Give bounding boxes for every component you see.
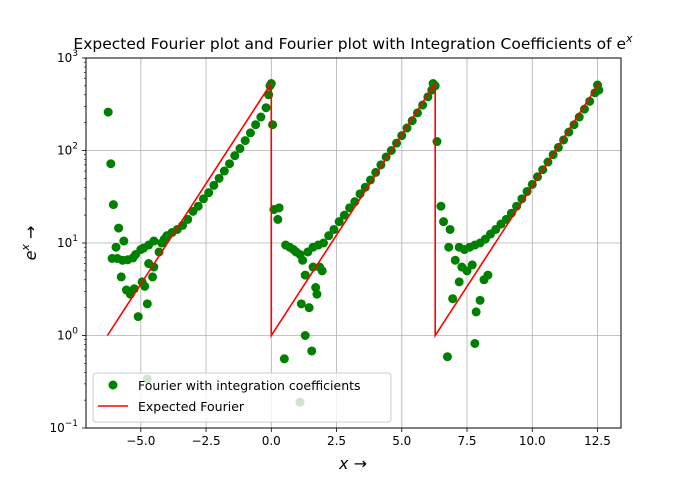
data-point xyxy=(470,338,480,348)
x-tick-label: −5.0 xyxy=(126,434,155,448)
data-point xyxy=(183,214,193,224)
data-point xyxy=(318,238,328,248)
data-point xyxy=(225,159,235,169)
x-tick-label: −2.5 xyxy=(191,434,220,448)
data-point xyxy=(444,242,454,252)
legend-label-scatter: Fourier with integration coefficients xyxy=(138,378,361,393)
data-point xyxy=(436,201,446,211)
y-tick-label: 102 xyxy=(57,142,78,158)
legend-marker-scatter xyxy=(108,380,118,390)
x-tick-label: 10.0 xyxy=(519,434,546,448)
data-point xyxy=(157,238,167,248)
data-point xyxy=(517,194,527,204)
data-point xyxy=(193,201,203,211)
data-point xyxy=(483,270,493,280)
chart-title: Expected Fourier plot and Fourier plot w… xyxy=(73,32,633,53)
data-point xyxy=(462,266,472,276)
expected-fourier-line xyxy=(106,80,600,339)
y-tick-label: 10−1 xyxy=(49,419,78,435)
legend-label-line: Expected Fourier xyxy=(138,399,245,414)
data-point xyxy=(251,120,261,130)
data-point xyxy=(574,112,584,122)
data-point xyxy=(261,103,271,113)
data-point xyxy=(312,289,322,299)
y-tick-label: 103 xyxy=(57,49,78,65)
x-tick-label: 7.5 xyxy=(457,434,476,448)
y-tick-label: 101 xyxy=(57,234,78,250)
data-point xyxy=(579,104,589,114)
data-point xyxy=(448,294,458,304)
data-point xyxy=(214,173,224,183)
data-point xyxy=(274,203,284,213)
data-point xyxy=(329,224,339,234)
plot-area xyxy=(103,79,604,407)
data-point xyxy=(307,346,317,356)
data-point xyxy=(111,242,121,252)
data-point xyxy=(142,299,152,309)
data-point xyxy=(475,295,485,305)
x-tick-label: 2.5 xyxy=(327,434,346,448)
legend: Fourier with integration coefficients Ex… xyxy=(92,372,392,423)
data-point xyxy=(219,166,229,176)
data-point xyxy=(268,120,278,130)
data-point xyxy=(569,120,579,130)
data-point xyxy=(103,107,113,117)
data-point xyxy=(256,112,266,122)
data-point xyxy=(149,236,159,246)
data-point xyxy=(209,180,219,190)
data-point xyxy=(439,217,449,227)
data-point xyxy=(585,96,595,106)
data-point xyxy=(108,200,118,210)
data-point xyxy=(204,188,214,198)
data-point xyxy=(442,352,452,362)
data-point xyxy=(308,262,318,272)
data-point xyxy=(245,128,255,138)
data-point xyxy=(317,266,327,276)
data-point xyxy=(324,231,334,241)
data-point xyxy=(454,277,464,287)
data-point xyxy=(334,217,344,227)
data-point xyxy=(235,144,245,154)
data-point xyxy=(296,299,306,309)
chart-title-superscript: x xyxy=(625,32,633,45)
y-tick-label: 100 xyxy=(57,327,78,343)
y-axis: 10−1 100 101 102 103 xyxy=(49,49,86,435)
data-point xyxy=(432,137,442,147)
data-point xyxy=(300,270,310,280)
data-point xyxy=(512,201,522,211)
data-point xyxy=(467,260,477,270)
x-axis: −5.0 −2.5 0.0 2.5 5.0 7.5 10.0 12.5 xyxy=(126,428,611,448)
x-tick-label: 0.0 xyxy=(262,434,281,448)
data-point xyxy=(133,312,143,322)
data-point xyxy=(300,331,310,340)
data-point xyxy=(450,255,460,265)
data-point xyxy=(230,151,240,161)
x-tick-label: 5.0 xyxy=(392,434,411,448)
data-point xyxy=(298,255,308,265)
data-point xyxy=(471,307,481,317)
data-point xyxy=(119,236,129,246)
data-point xyxy=(360,182,370,192)
x-axis-label: x → xyxy=(338,454,367,473)
data-point xyxy=(273,214,283,224)
data-point xyxy=(116,272,126,282)
data-point xyxy=(140,281,150,291)
data-point xyxy=(279,354,289,364)
data-point xyxy=(106,159,116,169)
data-point xyxy=(198,194,208,204)
data-point xyxy=(304,303,314,313)
data-point xyxy=(445,224,455,234)
x-tick-label: 12.5 xyxy=(584,434,611,448)
data-point xyxy=(149,262,159,272)
y-axis-label: ex → xyxy=(19,226,40,261)
data-point xyxy=(148,272,158,282)
data-point xyxy=(365,175,375,185)
data-point xyxy=(154,247,164,257)
legend-box xyxy=(92,372,392,423)
data-point xyxy=(240,136,250,146)
data-point xyxy=(339,210,349,220)
data-point xyxy=(114,223,124,233)
